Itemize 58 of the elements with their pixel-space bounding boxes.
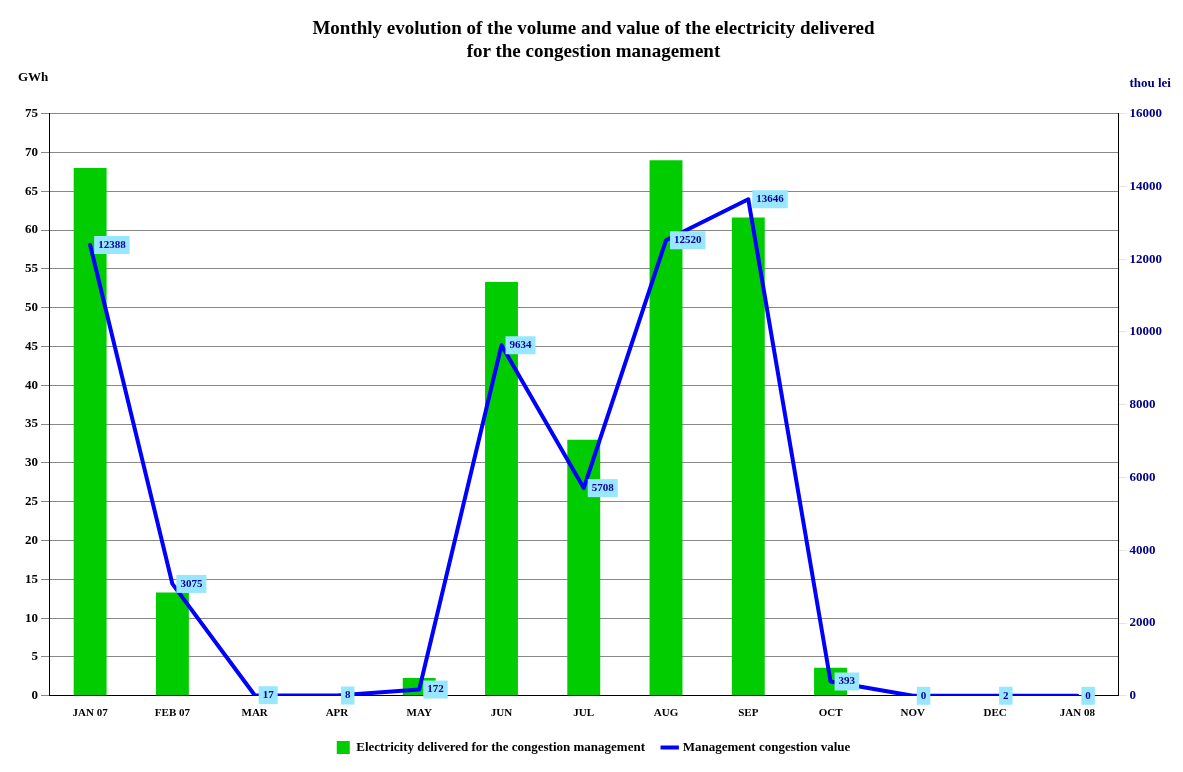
data-label: 0 xyxy=(1085,688,1092,701)
data-label: 12520 xyxy=(674,233,703,246)
y-axis-title: GWh xyxy=(18,68,50,84)
y2-tick-label: 14000 xyxy=(1129,177,1162,193)
y-tick-label: 5 xyxy=(31,648,39,664)
y-tick-label: 15 xyxy=(25,570,39,586)
x-tick-label: OCT xyxy=(818,706,844,719)
y-tick-label: 10 xyxy=(25,609,38,625)
y-tick-label: 20 xyxy=(25,531,38,547)
y-tick-label: 30 xyxy=(25,454,38,470)
y-tick-label: 70 xyxy=(25,143,38,159)
y-tick-label: 75 xyxy=(25,104,39,120)
x-tick-label: FEB 07 xyxy=(154,706,191,719)
data-label: 8 xyxy=(344,688,351,701)
data-label: 172 xyxy=(427,682,445,695)
y-tick-label: 50 xyxy=(25,299,38,315)
x-tick-label: MAY xyxy=(406,706,432,719)
data-label: 393 xyxy=(838,674,856,687)
y2-tick-label: 16000 xyxy=(1129,104,1162,120)
data-label: 13646 xyxy=(756,192,785,205)
y-tick-label: 65 xyxy=(25,182,39,198)
x-tick-label: APR xyxy=(325,706,350,719)
bar xyxy=(731,217,765,696)
x-tick-label: MAR xyxy=(241,706,269,719)
y2-tick-label: 10000 xyxy=(1129,323,1162,339)
x-tick-label: NOV xyxy=(900,706,926,719)
data-label: 0 xyxy=(920,688,927,701)
y-tick-label: 35 xyxy=(25,415,39,431)
y2-tick-label: 12000 xyxy=(1129,250,1162,266)
y2-axis-title: thou lei xyxy=(1129,74,1172,90)
data-label: 17 xyxy=(262,688,275,701)
y2-tick-label: 0 xyxy=(1129,687,1136,703)
x-tick-label: AUG xyxy=(653,706,679,719)
y2-tick-label: 2000 xyxy=(1129,614,1156,630)
x-tick-label: SEP xyxy=(738,706,759,719)
data-label: 9634 xyxy=(509,338,532,351)
y-tick-label: 60 xyxy=(25,221,38,237)
y-tick-label: 25 xyxy=(25,493,39,509)
y2-tick-label: 4000 xyxy=(1129,541,1156,557)
legend-label: Electricity delivered for the congestion management xyxy=(356,738,646,754)
y-tick-label: 55 xyxy=(25,260,39,276)
y-tick-label: 45 xyxy=(25,337,39,353)
y-tick-label: 0 xyxy=(31,687,38,703)
x-tick-label: JUL xyxy=(573,706,595,719)
x-tick-label: DEC xyxy=(983,706,1007,719)
chart-title: Monthly evolution of the volume and value of the electricity delivered for the congestion management xyxy=(312,17,876,62)
y2-tick-label: 6000 xyxy=(1129,468,1156,484)
y-tick-label: 40 xyxy=(25,376,38,392)
y2-tick-label: 8000 xyxy=(1129,396,1156,412)
bar xyxy=(155,592,189,696)
data-label: 2 xyxy=(1003,688,1010,701)
x-tick-label: JAN 08 xyxy=(1059,706,1096,719)
data-label: 5708 xyxy=(591,480,615,493)
data-label: 3075 xyxy=(180,576,203,589)
data-label: 12388 xyxy=(98,237,127,250)
x-tick-label: JUN xyxy=(490,706,513,719)
legend-label: Management congestion value xyxy=(682,738,851,754)
x-tick-label: JAN 07 xyxy=(72,706,109,719)
